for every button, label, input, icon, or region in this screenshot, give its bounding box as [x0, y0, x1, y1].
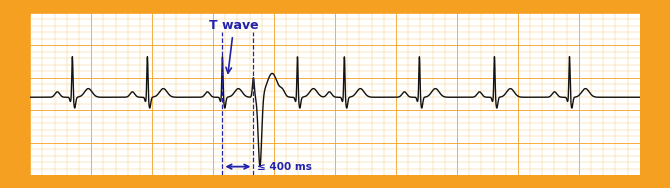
Text: T wave: T wave	[209, 19, 259, 73]
Text: ≤ 400 ms: ≤ 400 ms	[257, 162, 312, 172]
